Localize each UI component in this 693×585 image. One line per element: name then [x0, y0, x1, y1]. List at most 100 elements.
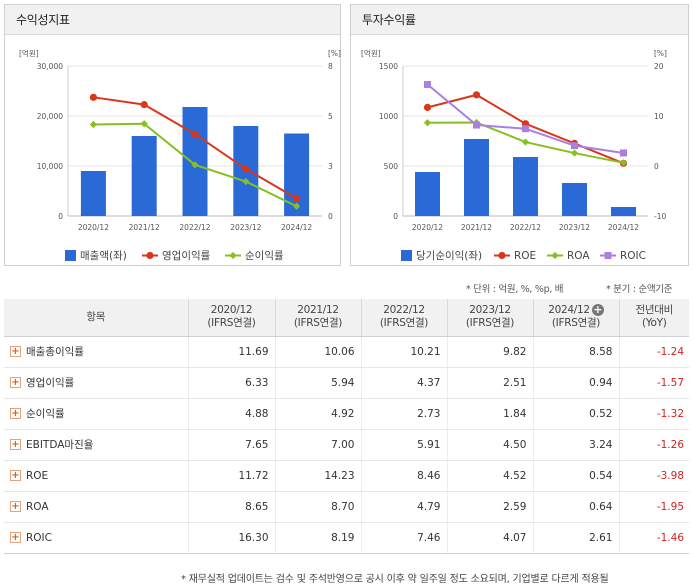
x-tick-label: 2024/12 [281, 223, 312, 232]
y-right-tick: 10 [654, 112, 664, 121]
value-cell: 1.84 [446, 398, 533, 430]
value-cell: 0.52 [532, 398, 619, 430]
legend-marker [498, 251, 506, 260]
series-point [522, 125, 529, 133]
series-point [140, 101, 148, 109]
series-point [620, 149, 627, 157]
bar [513, 157, 538, 216]
y-right-tick: 0 [328, 212, 333, 221]
y-left-unit: [억원] [361, 49, 381, 58]
row-label-cell[interactable]: + 순이익률 [4, 398, 188, 430]
y-right-tick: 3 [328, 162, 333, 171]
x-tick-label: 2021/12 [129, 223, 160, 232]
row-label-cell[interactable]: + EBITDA마진율 [4, 429, 188, 461]
unit-note: * 단위 : 억원, %, %p, 배 [466, 284, 564, 295]
series-point [521, 138, 530, 146]
yoy-cell: -1.32 [618, 398, 689, 430]
add-column-icon[interactable]: + [591, 303, 604, 317]
x-tick-label: 2023/12 [559, 223, 590, 232]
y-left-tick: 1500 [379, 62, 398, 71]
row-label-cell[interactable]: + 영업이익률 [4, 367, 188, 399]
series-point [89, 120, 97, 129]
value-cell: 4.52 [446, 460, 533, 492]
row-label: 영업이익률 [26, 377, 75, 389]
yoy-cell: -3.98 [618, 460, 689, 492]
yoy-cell: -1.46 [618, 522, 689, 554]
table-row: + ROE 11.72 14.23 8.46 4.52 0.54 -3.98 [4, 460, 689, 492]
legend-marker [146, 251, 154, 260]
expand-icon[interactable]: + [10, 439, 21, 450]
value-cell: 10.21 [360, 336, 447, 368]
table-row: + EBITDA마진율 7.65 7.00 5.91 4.50 3.24 -1.26 [4, 429, 689, 461]
expand-icon[interactable]: + [10, 470, 21, 481]
expand-icon[interactable]: + [10, 346, 21, 357]
header-col-2020: 2020/12 (IFRS연결) [187, 299, 275, 337]
legend-marker [551, 251, 559, 260]
series-point [423, 119, 432, 127]
x-tick-label: 2020/12 [412, 223, 443, 232]
yoy-cell: -1.24 [618, 336, 689, 368]
row-label-cell[interactable]: + ROA [4, 491, 188, 523]
value-cell: 6.33 [187, 367, 275, 399]
series-point [140, 120, 148, 128]
legend-swatch [65, 250, 76, 261]
y-right-tick: 20 [654, 62, 664, 71]
series-point [89, 93, 97, 101]
profitability-chart-title: 수익성지표 [5, 5, 340, 35]
table-row: + ROIC 16.30 8.19 7.46 4.07 2.61 -1.46 [4, 522, 689, 554]
expand-icon[interactable]: + [10, 501, 21, 512]
legend-marker [604, 252, 612, 259]
row-label-cell[interactable]: + ROE [4, 460, 188, 492]
y-left-tick: 0 [58, 212, 63, 221]
legend-label: 영업이익률 [162, 249, 211, 262]
value-cell: 4.79 [360, 491, 447, 523]
table-row: + 순이익률 4.88 4.92 2.73 1.84 0.52 -1.32 [4, 398, 689, 430]
value-cell: 5.94 [274, 367, 361, 399]
bar [611, 207, 636, 216]
legend-label: ROA [567, 250, 590, 262]
legend-label: 순이익률 [245, 250, 284, 262]
series-point [293, 194, 301, 202]
profitability-chart: [억원] [%] 30,000 20,000 10,000 0 8 5 3 0 2020/12 202… [19, 49, 341, 262]
series-point [293, 202, 301, 210]
row-label: ROE [26, 469, 49, 482]
bar [80, 171, 106, 216]
value-cell: 14.23 [274, 460, 361, 492]
value-cell: 8.65 [187, 491, 275, 523]
row-label-cell[interactable]: + 매출총이익률 [4, 336, 188, 368]
expand-icon[interactable]: + [10, 377, 21, 388]
value-cell: 8.70 [274, 491, 361, 523]
investment-return-chart-title: 투자수익률 [351, 5, 688, 35]
value-cell: 8.46 [360, 460, 447, 492]
financial-ratio-table: 항목 2020/12 (IFRS연결) 2021/12 (IFRS연결) 2022/… [4, 299, 689, 554]
header-col-2024: 2024/12 + (IFRS연결) [532, 299, 619, 337]
value-cell: 8.58 [532, 336, 619, 368]
x-tick-label: 2020/12 [78, 223, 109, 232]
value-cell: 2.73 [360, 398, 447, 430]
x-tick-label: 2022/12 [510, 223, 541, 232]
x-tick-label: 2022/12 [179, 223, 210, 232]
legend-label: 매출액(좌) [80, 250, 127, 262]
y-left-tick: 30,000 [37, 62, 63, 71]
value-cell: 9.82 [446, 336, 533, 368]
y-left-unit: [억원] [19, 49, 39, 58]
legend-label: 당기순이익(좌) [416, 250, 482, 262]
header-col-2021: 2021/12 (IFRS연결) [274, 299, 361, 337]
expand-icon[interactable]: + [10, 532, 21, 543]
y-left-tick: 1000 [379, 112, 398, 121]
y-left-tick: 500 [384, 162, 399, 171]
table-row: + 매출총이익률 11.69 10.06 10.21 9.82 8.58 -1.24 [4, 336, 689, 368]
expand-icon[interactable]: + [10, 408, 21, 419]
row-label: EBITDA마진율 [26, 439, 94, 451]
value-cell: 2.61 [532, 522, 619, 554]
value-cell: 16.30 [187, 522, 275, 554]
value-cell: 7.46 [360, 522, 447, 554]
value-cell: 0.94 [532, 367, 619, 399]
row-label-cell[interactable]: + ROIC [4, 522, 188, 554]
series-point [473, 121, 480, 129]
value-cell: 0.54 [532, 460, 619, 492]
row-label: ROIC [26, 531, 52, 544]
series-point [619, 159, 628, 167]
value-cell: 2.59 [446, 491, 533, 523]
y-right-tick: -10 [654, 212, 666, 221]
